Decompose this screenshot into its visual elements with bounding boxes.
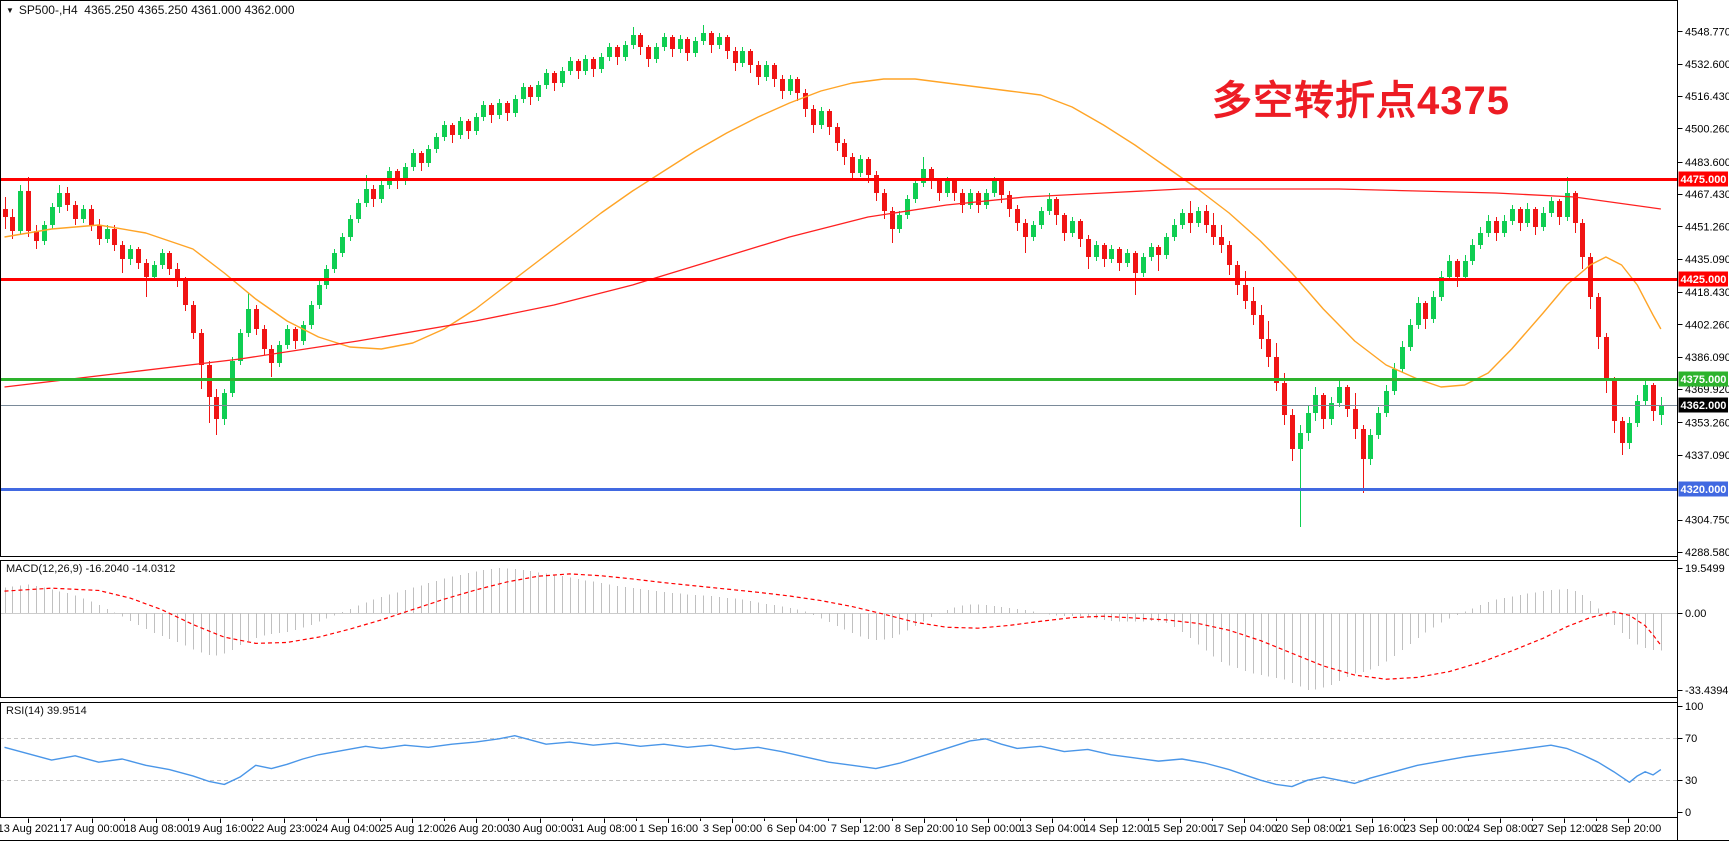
svg-text:18 Aug 08:00: 18 Aug 08:00 <box>124 823 189 835</box>
price-badge-resistance-4475: 4475.000 <box>1678 171 1728 187</box>
svg-text:3 Sep 00:00: 3 Sep 00:00 <box>703 823 762 835</box>
rsi-line <box>4 734 1662 788</box>
svg-text:23 Sep 00:00: 23 Sep 00:00 <box>1404 823 1469 835</box>
svg-text:6 Sep 04:00: 6 Sep 04:00 <box>767 823 826 835</box>
svg-text:0: 0 <box>1685 807 1691 819</box>
svg-text:19 Aug 16:00: 19 Aug 16:00 <box>188 823 253 835</box>
svg-text:1 Sep 16:00: 1 Sep 16:00 <box>639 823 698 835</box>
svg-text:30: 30 <box>1685 775 1697 787</box>
svg-text:4516.430: 4516.430 <box>1685 91 1729 103</box>
svg-text:0.00: 0.00 <box>1685 608 1706 620</box>
svg-text:4304.750: 4304.750 <box>1685 515 1729 527</box>
svg-text:17 Aug 00:00: 17 Aug 00:00 <box>60 823 125 835</box>
svg-text:26 Aug 20:00: 26 Aug 20:00 <box>444 823 509 835</box>
svg-text:-33.4394: -33.4394 <box>1685 685 1728 697</box>
svg-text:30 Aug 00:00: 30 Aug 00:00 <box>508 823 573 835</box>
macd-signal-line <box>4 573 1662 680</box>
svg-text:4320.000: 4320.000 <box>1681 484 1727 496</box>
svg-text:17 Sep 04:00: 17 Sep 04:00 <box>1212 823 1277 835</box>
svg-text:4451.260: 4451.260 <box>1685 221 1729 233</box>
svg-text:31 Aug 08:00: 31 Aug 08:00 <box>572 823 637 835</box>
svg-text:10 Sep 00:00: 10 Sep 00:00 <box>956 823 1021 835</box>
svg-text:20 Sep 08:00: 20 Sep 08:00 <box>1276 823 1341 835</box>
price-badge-resistance-4425: 4425.000 <box>1678 271 1728 287</box>
symbol-dropdown-icon[interactable]: ▼ <box>6 6 14 15</box>
svg-text:4418.430: 4418.430 <box>1685 287 1729 299</box>
annotation-text[interactable]: 多空转折点4375 <box>1212 79 1510 123</box>
svg-text:4548.770: 4548.770 <box>1685 26 1729 38</box>
svg-text:22 Aug 23:00: 22 Aug 23:00 <box>252 823 317 835</box>
svg-text:4375.000: 4375.000 <box>1681 374 1727 386</box>
price-badge-pivot-4375: 4375.000 <box>1678 371 1728 387</box>
svg-text:100: 100 <box>1685 701 1703 713</box>
svg-text:4475.000: 4475.000 <box>1681 174 1727 186</box>
svg-text:19.5499: 19.5499 <box>1685 563 1725 575</box>
svg-text:13 Aug 2021: 13 Aug 2021 <box>0 823 59 835</box>
macd-axis[interactable]: 19.5499 0.00 -33.4394 <box>1677 563 1729 697</box>
svg-text:4353.260: 4353.260 <box>1685 417 1729 429</box>
svg-text:4483.600: 4483.600 <box>1685 157 1729 169</box>
svg-text:14 Sep 12:00: 14 Sep 12:00 <box>1084 823 1149 835</box>
svg-text:4467.430: 4467.430 <box>1685 189 1729 201</box>
svg-text:4337.090: 4337.090 <box>1685 450 1729 462</box>
svg-text:4435.090: 4435.090 <box>1685 254 1729 266</box>
price-axis[interactable]: 4548.770 4532.600 4516.430 4500.260 4483.600… <box>1677 26 1729 559</box>
macd-indicator-label: MACD(12,26,9) -16.2040 -14.0312 <box>6 563 176 575</box>
svg-text:4532.600: 4532.600 <box>1685 59 1729 71</box>
price-badge-current-price: 4362.000 <box>1678 397 1728 413</box>
svg-text:8 Sep 20:00: 8 Sep 20:00 <box>895 823 954 835</box>
rsi-axis[interactable]: 100 70 30 0 <box>1677 701 1704 819</box>
svg-text:24 Sep 08:00: 24 Sep 08:00 <box>1468 823 1533 835</box>
svg-text:4386.090: 4386.090 <box>1685 352 1729 364</box>
symbol-ohlc-values: 4365.250 4365.250 4361.000 4362.000 <box>84 3 295 17</box>
svg-text:25 Aug 12:00: 25 Aug 12:00 <box>380 823 445 835</box>
svg-text:13 Sep 04:00: 13 Sep 04:00 <box>1020 823 1085 835</box>
svg-text:27 Sep 12:00: 27 Sep 12:00 <box>1532 823 1597 835</box>
symbol-name: SP500-,H4 <box>18 3 78 17</box>
ma-fast-line <box>4 78 1662 388</box>
svg-text:4362.000: 4362.000 <box>1681 400 1727 412</box>
svg-text:4288.580: 4288.580 <box>1685 547 1729 559</box>
svg-text:4402.260: 4402.260 <box>1685 319 1729 331</box>
price-badge-support-4320: 4320.000 <box>1678 481 1728 497</box>
svg-text:70: 70 <box>1685 733 1697 745</box>
svg-text:4425.000: 4425.000 <box>1681 274 1727 286</box>
svg-text:7 Sep 12:00: 7 Sep 12:00 <box>831 823 890 835</box>
candlestick-series <box>3 25 1664 527</box>
macd-histogram <box>0 568 1678 690</box>
svg-text:4500.260: 4500.260 <box>1685 123 1729 135</box>
symbol-info: ▼ SP500-,H4 4365.250 4365.250 4361.000 43… <box>6 3 295 17</box>
svg-text:24 Aug 04:00: 24 Aug 04:00 <box>316 823 381 835</box>
rsi-indicator-label: RSI(14) 39.9514 <box>6 705 87 717</box>
time-axis[interactable]: 13 Aug 2021 17 Aug 00:00 18 Aug 08:00 19 Au… <box>0 818 1661 836</box>
svg-text:21 Sep 16:00: 21 Sep 16:00 <box>1340 823 1405 835</box>
svg-text:28 Sep 20:00: 28 Sep 20:00 <box>1596 823 1661 835</box>
svg-text:4369.920: 4369.920 <box>1685 384 1729 396</box>
ma-slow-line <box>4 188 1661 388</box>
svg-text:15 Sep 20:00: 15 Sep 20:00 <box>1148 823 1213 835</box>
